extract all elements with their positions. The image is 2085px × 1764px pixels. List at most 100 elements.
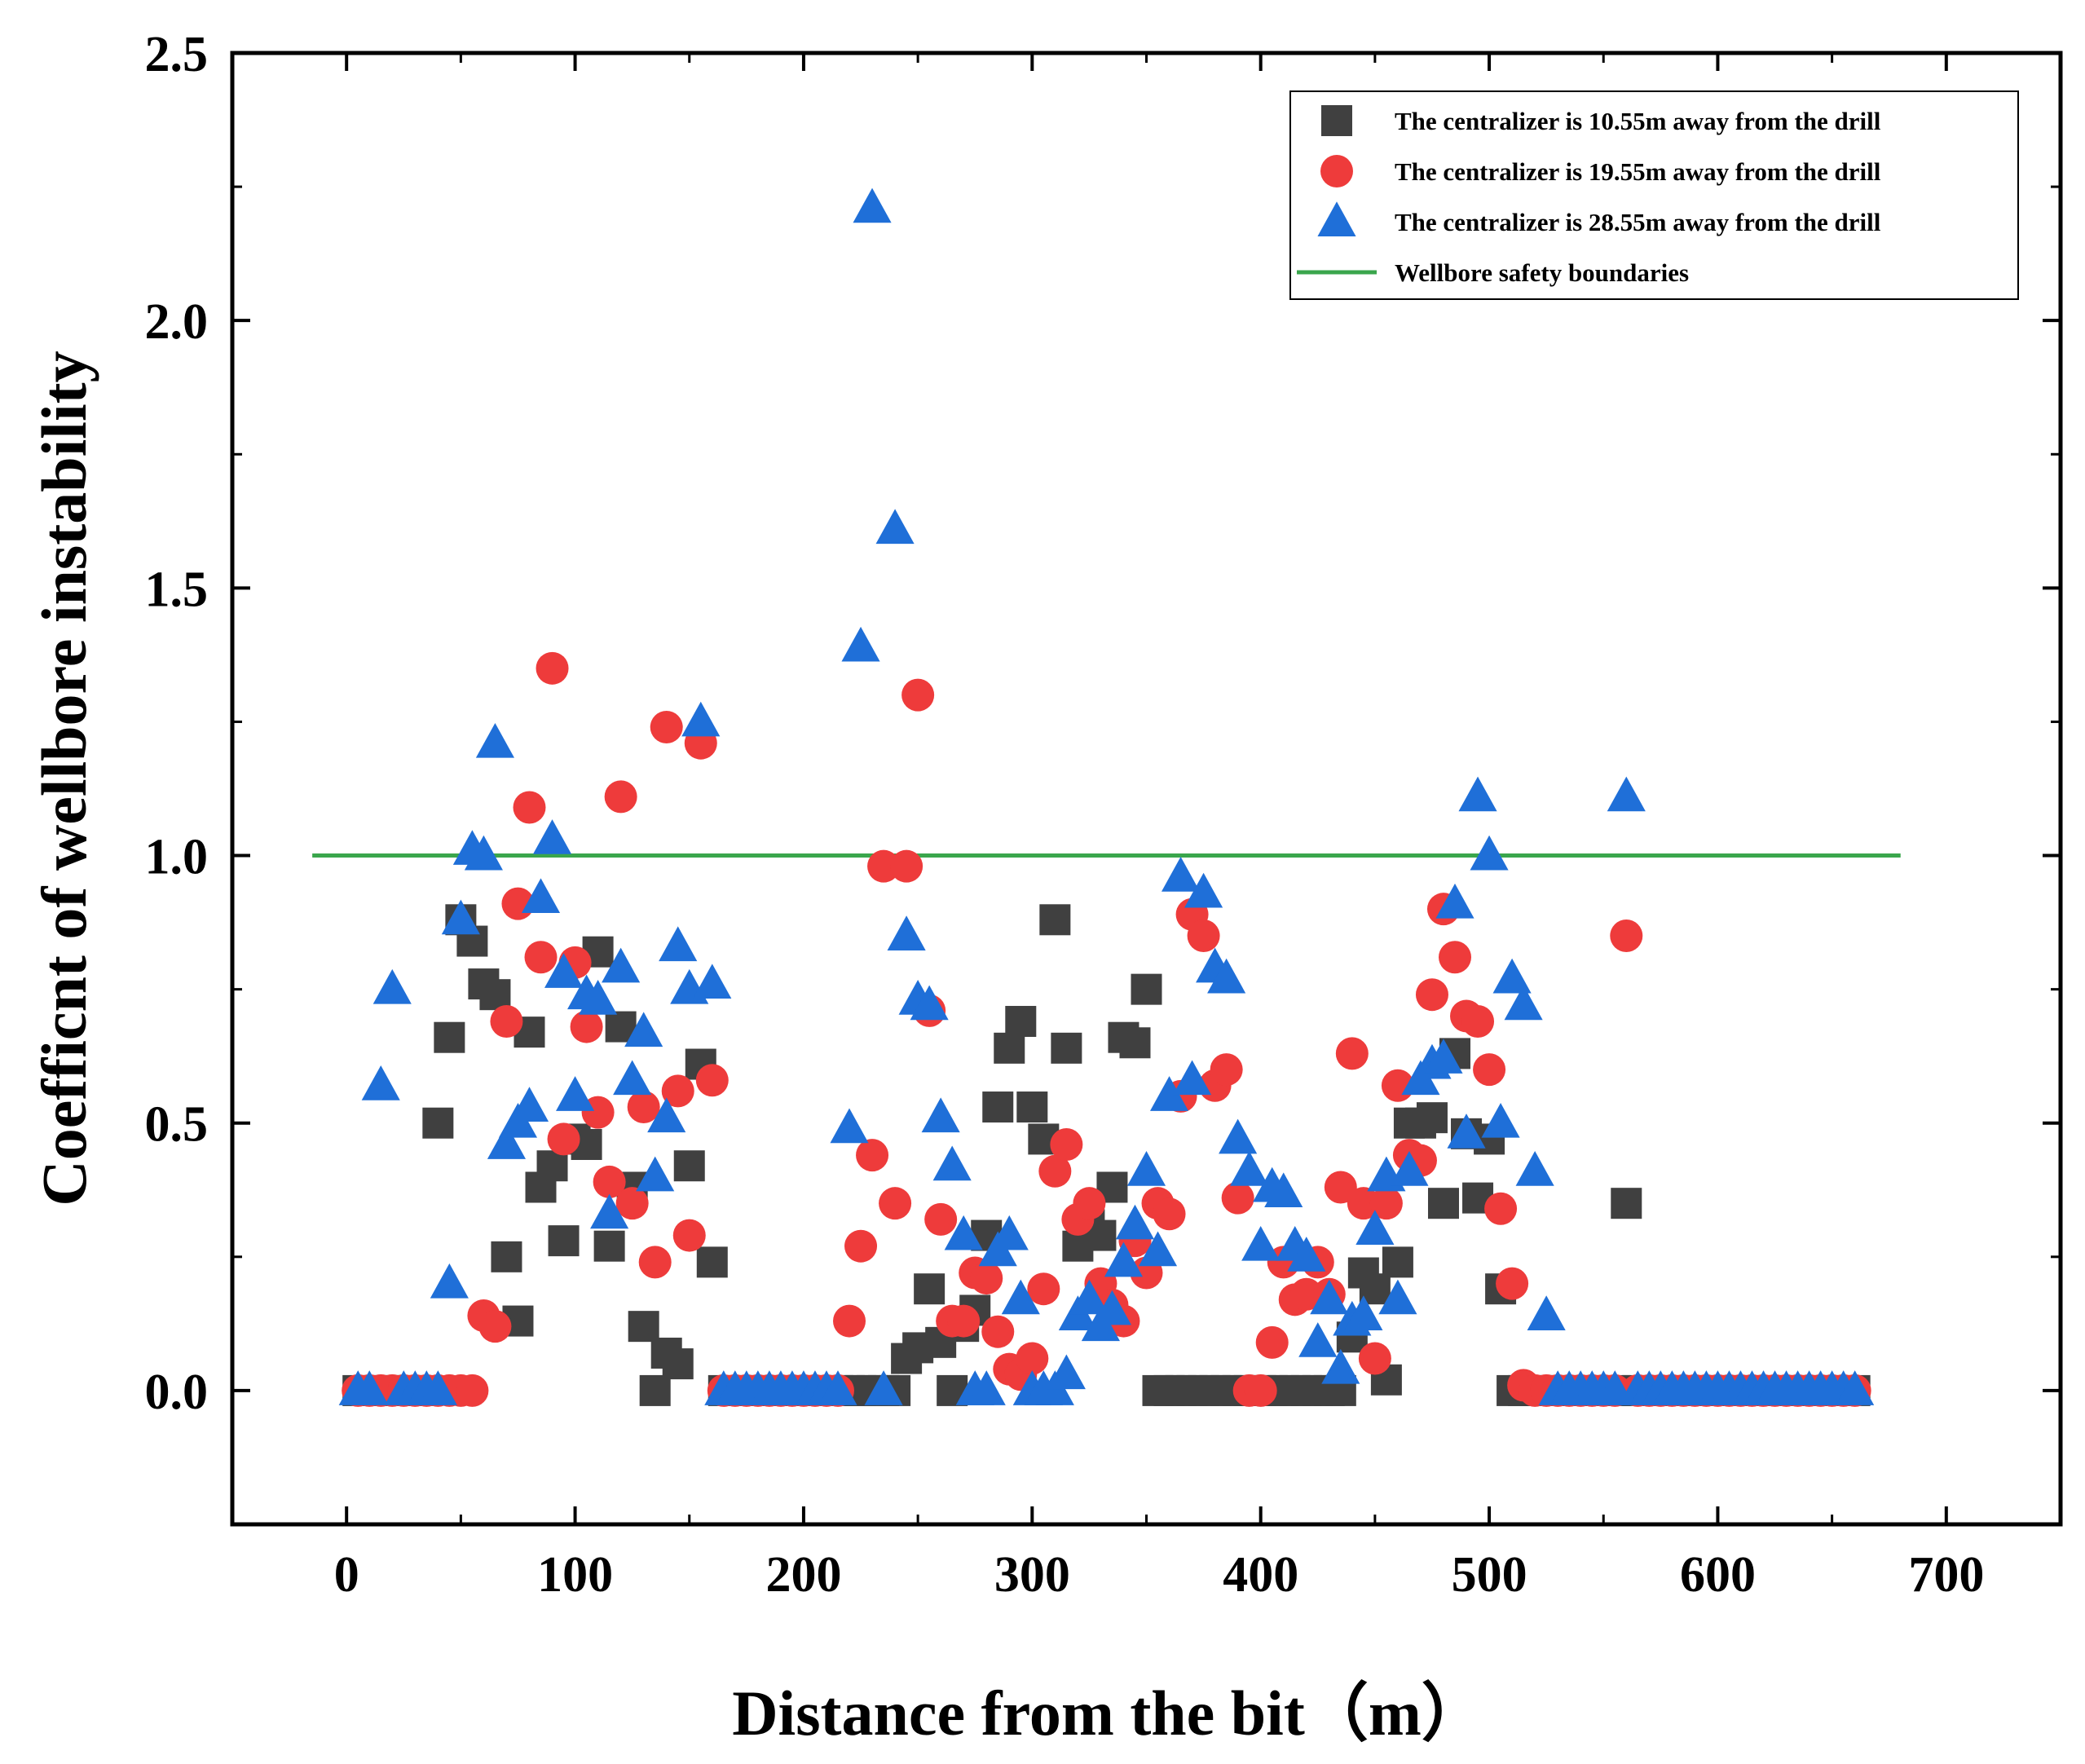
triangle-point bbox=[681, 701, 721, 737]
y-tick-label: 1.5 bbox=[145, 562, 209, 617]
triangle-point bbox=[521, 878, 561, 914]
triangle-point bbox=[1219, 1118, 1258, 1154]
circle-point bbox=[1461, 1005, 1495, 1039]
triangle-point bbox=[1287, 1237, 1326, 1272]
circle-point bbox=[970, 1262, 1003, 1295]
circle-point bbox=[456, 1374, 489, 1407]
series-triangle bbox=[338, 187, 1875, 1405]
square-point bbox=[1016, 1091, 1048, 1123]
circle-point bbox=[1496, 1267, 1529, 1300]
legend-circle-swatch bbox=[1320, 155, 1353, 187]
triangle-point bbox=[624, 1012, 663, 1047]
circle-point bbox=[901, 678, 935, 712]
x-tick-label: 600 bbox=[1680, 1547, 1756, 1603]
triangle-point bbox=[636, 1156, 675, 1192]
square-point bbox=[491, 1241, 522, 1272]
triangle-point bbox=[1104, 1241, 1144, 1277]
circle-point bbox=[833, 1304, 866, 1338]
square-point bbox=[593, 1230, 625, 1262]
circle-point bbox=[1210, 1053, 1243, 1087]
circle-point bbox=[947, 1304, 981, 1338]
square-point bbox=[1416, 1102, 1448, 1134]
circle-point bbox=[1324, 1171, 1357, 1204]
square-point bbox=[1051, 1032, 1082, 1064]
square-point bbox=[1427, 1188, 1459, 1219]
circle-point bbox=[1439, 941, 1472, 974]
triangle-point bbox=[830, 1108, 869, 1144]
x-tick-label: 0 bbox=[334, 1547, 359, 1603]
triangle-point bbox=[1344, 1295, 1383, 1330]
triangle-point bbox=[1527, 1295, 1566, 1330]
triangle-point bbox=[544, 953, 584, 988]
y-axis-title: Coefficnt of wellbore instability bbox=[29, 351, 99, 1206]
square-point bbox=[639, 1374, 671, 1406]
circle-point bbox=[1255, 1325, 1289, 1359]
triangle-point bbox=[944, 1215, 983, 1250]
triangle-point bbox=[932, 1145, 972, 1181]
series-circle bbox=[342, 651, 1871, 1407]
triangle-point bbox=[647, 1097, 686, 1133]
circle-point bbox=[1016, 1342, 1049, 1375]
triangle-point bbox=[1149, 1076, 1189, 1111]
circle-point bbox=[1473, 1053, 1506, 1087]
circle-point bbox=[1027, 1272, 1060, 1306]
circle-point bbox=[513, 791, 546, 824]
triangle-point bbox=[1207, 958, 1246, 994]
circle-point bbox=[536, 651, 569, 685]
triangle-point bbox=[556, 1076, 595, 1111]
square-point bbox=[628, 1311, 659, 1343]
circle-point bbox=[1415, 978, 1448, 1012]
triangle-point bbox=[1515, 1151, 1554, 1186]
triangle-point bbox=[579, 980, 618, 1015]
circle-point bbox=[478, 1310, 512, 1343]
triangle-point bbox=[1092, 1290, 1132, 1325]
circle-point bbox=[1244, 1374, 1277, 1407]
triangle-point bbox=[1378, 1279, 1417, 1315]
triangle-point bbox=[1161, 857, 1201, 892]
square-point bbox=[1119, 1027, 1151, 1059]
x-tick-label: 500 bbox=[1452, 1547, 1527, 1603]
legend: The centralizer is 10.55m away from the … bbox=[1289, 90, 2019, 300]
x-tick-label: 400 bbox=[1223, 1547, 1298, 1603]
triangle-point bbox=[1001, 1279, 1040, 1315]
triangle-point bbox=[1390, 1151, 1429, 1186]
circle-point bbox=[856, 1139, 889, 1172]
circle-point bbox=[650, 711, 683, 744]
square-point bbox=[1382, 1246, 1413, 1278]
triangle-point bbox=[853, 187, 892, 223]
circle-point bbox=[867, 849, 901, 883]
triangle-point bbox=[1435, 883, 1474, 919]
triangle-point bbox=[990, 1215, 1029, 1250]
circle-point bbox=[695, 1064, 729, 1097]
triangle-point bbox=[887, 915, 926, 950]
circle-point bbox=[661, 1074, 694, 1108]
legend-label: The centralizer is 10.55m away from the … bbox=[1395, 107, 1881, 135]
triangle-point bbox=[361, 1065, 400, 1100]
triangle-point bbox=[441, 899, 480, 935]
triangle-point bbox=[372, 968, 412, 1004]
square-point bbox=[914, 1273, 946, 1305]
axis-ticks bbox=[232, 51, 2061, 1524]
legend-square-swatch bbox=[1321, 105, 1352, 136]
x-tick-label: 700 bbox=[1908, 1547, 1984, 1603]
square-point bbox=[536, 1150, 568, 1182]
triangle-point bbox=[693, 964, 732, 999]
triangle-point bbox=[1355, 1210, 1395, 1245]
y-tick-label: 2.0 bbox=[145, 294, 209, 350]
square-point bbox=[982, 1091, 1014, 1123]
triangle-point bbox=[475, 722, 514, 758]
circle-point bbox=[524, 941, 558, 974]
circle-point bbox=[1347, 1187, 1380, 1220]
circle-point bbox=[570, 1010, 603, 1043]
legend-label: The centralizer is 28.55m away from the … bbox=[1395, 208, 1881, 236]
triangle-point bbox=[1504, 985, 1543, 1021]
circle-point bbox=[604, 780, 637, 814]
circle-point bbox=[844, 1229, 878, 1263]
circle-point bbox=[890, 849, 923, 883]
triangle-point bbox=[841, 626, 880, 662]
circle-point bbox=[627, 1091, 660, 1124]
circle-point bbox=[1153, 1197, 1186, 1231]
circle-point bbox=[672, 1219, 706, 1252]
square-point bbox=[1005, 1006, 1037, 1038]
